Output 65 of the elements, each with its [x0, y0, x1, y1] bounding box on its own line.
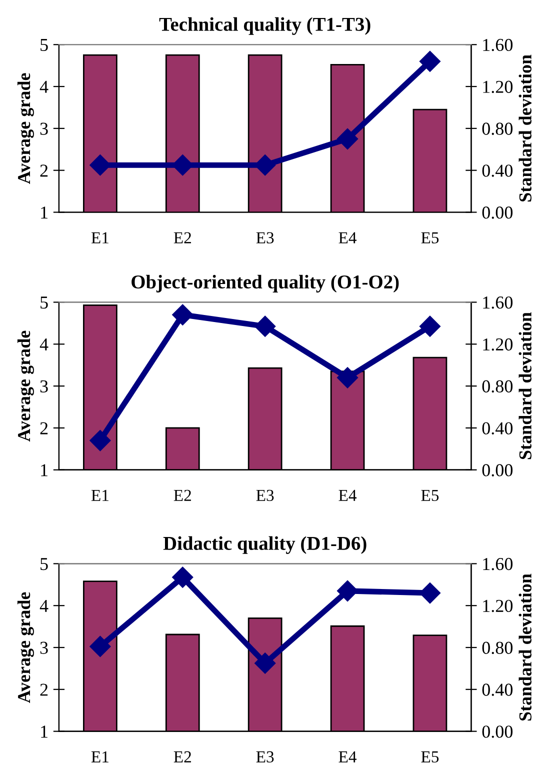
x-tick-label: E3: [256, 751, 274, 762]
point: [337, 367, 358, 388]
y-tick-label: 2: [40, 164, 48, 177]
y2-tick-label: 0.40: [482, 164, 513, 177]
y2-axis-title: Standard deviation: [518, 54, 532, 202]
y-tick-label: 3: [40, 122, 48, 135]
y2-axis-title: Standard deviation: [518, 574, 532, 721]
y2-tick-label: 1.20: [483, 338, 513, 351]
point: [254, 652, 276, 674]
x-tick-label: E5: [421, 490, 439, 502]
x-tick-label: E2: [174, 490, 191, 501]
y2-tick-label: 1.20: [483, 80, 513, 94]
y-tick-label: 1: [41, 464, 48, 476]
x-tick-label: E2: [174, 751, 191, 762]
x-tick-label: E1: [91, 232, 108, 244]
y-tick-label: 5: [40, 558, 48, 570]
y-tick-label: 1: [41, 726, 48, 738]
x-tick-label: E1: [91, 751, 108, 762]
y-tick-label: 3: [40, 642, 48, 654]
chart-title: Object-oriented quality (O1-O2): [132, 274, 399, 293]
y2-tick-label: 0.40: [482, 684, 513, 696]
y-axis-title: Average grade: [17, 330, 34, 442]
y2-tick-label: 0.00: [482, 464, 513, 476]
point: [254, 316, 276, 337]
y2-tick-label: 0.80: [482, 380, 513, 393]
point: [172, 566, 194, 588]
x-tick-label: E3: [256, 490, 274, 502]
y-axis-title: Average grade: [17, 592, 34, 704]
y2-tick-label: 1.60: [483, 296, 513, 309]
y2-axis-title: Standard deviation: [518, 312, 532, 460]
x-tick-label: E5: [421, 232, 439, 244]
y-tick-label: 4: [40, 80, 48, 93]
point: [254, 154, 276, 176]
y-axis-title: Average grade: [17, 73, 34, 184]
x-tick-label: E1: [91, 490, 108, 501]
point: [419, 50, 440, 72]
x-tick-label: E2: [174, 232, 191, 244]
y2-tick-label: 1.60: [483, 558, 513, 570]
x-tick-label: E4: [338, 751, 357, 762]
x-tick-label: E4: [338, 232, 357, 244]
point: [419, 316, 440, 337]
y2-tick-label: 0.40: [482, 422, 513, 434]
y2-tick-label: 0.00: [482, 726, 513, 738]
y-tick-label: 2: [40, 422, 48, 434]
point: [90, 636, 111, 657]
chart-title: Didactic quality (D1-D6): [163, 536, 366, 554]
x-tick-label: E5: [421, 751, 439, 762]
y-tick-label: 5: [40, 296, 48, 309]
point: [337, 128, 358, 150]
y-tick-label: 4: [40, 338, 48, 350]
y-tick-label: 4: [40, 600, 48, 612]
y-tick-label: 5: [40, 39, 48, 52]
point: [172, 304, 194, 326]
y2-tick-label: 0.00: [482, 206, 513, 219]
chart-title: Technical quality (T1-T3): [159, 17, 370, 35]
point: [90, 430, 111, 452]
y-tick-label: 1: [41, 206, 48, 219]
y2-tick-label: 1.20: [483, 600, 513, 612]
y2-tick-label: 1.60: [483, 38, 513, 52]
x-tick-label: E3: [256, 232, 274, 244]
y-tick-label: 2: [40, 684, 48, 696]
y-tick-label: 3: [40, 380, 48, 392]
x-tick-label: E4: [338, 490, 357, 501]
y2-tick-label: 0.80: [482, 122, 513, 135]
y2-tick-label: 0.80: [482, 642, 513, 654]
